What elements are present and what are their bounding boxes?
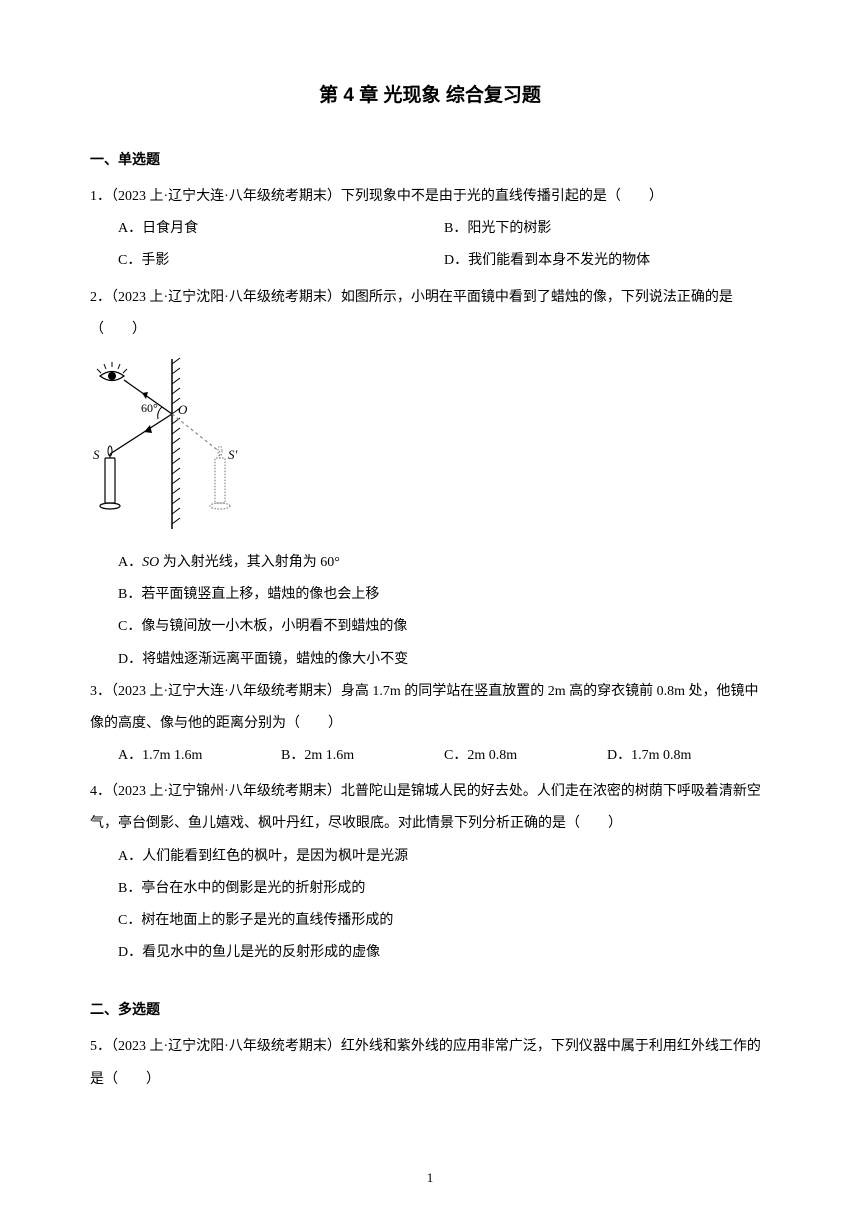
q4-opt-b: B．亭台在水中的倒影是光的折射形成的 (118, 873, 770, 905)
q2-stem: 2．（2023 上·辽宁沈阳·八年级统考期末）如图所示，小明在平面镜中看到了蜡烛… (90, 290, 733, 337)
q4-stem: 4．（2023 上·辽宁锦州·八年级统考期末）北普陀山是锦城人民的好去处。人们走… (90, 784, 761, 831)
question-3: 3．（2023 上·辽宁大连·八年级统考期末）身高 1.7m 的同学站在竖直放置… (90, 676, 770, 773)
q1-opt-c: C．手影 (118, 245, 444, 277)
q2-opt-a: A．SO 为入射光线，其入射角为 60° (118, 547, 770, 579)
q4-opt-a: A．人们能看到红色的枫叶，是因为枫叶是光源 (118, 841, 770, 873)
candle-s-prime (210, 446, 230, 509)
q1-options: A．日食月食 B．阳光下的树影 C．手影 D．我们能看到本身不发光的物体 (90, 213, 770, 277)
section2-header: 二、多选题 (90, 999, 770, 1019)
q3-options: A．1.7m 1.6m B．2m 1.6m C．2m 0.8m D．1.7m 0… (90, 740, 770, 772)
page-number: 1 (427, 1170, 434, 1186)
angle-label: 60° (141, 401, 158, 415)
question-1: 1．（2023 上·辽宁大连·八年级统考期末）下列现象中不是由于光的直线传播引起… (90, 181, 770, 278)
point-o: O (178, 402, 188, 417)
q2-options: A．SO 为入射光线，其入射角为 60° B．若平面镜竖直上移，蜡烛的像也会上移… (90, 547, 770, 676)
section1-header: 一、单选题 (90, 149, 770, 169)
q2-opt-b: B．若平面镜竖直上移，蜡烛的像也会上移 (118, 579, 770, 611)
q1-opt-d: D．我们能看到本身不发光的物体 (444, 245, 770, 277)
question-5: 5．（2023 上·辽宁沈阳·八年级统考期末）红外线和紫外线的应用非常广泛，下列… (90, 1031, 770, 1095)
candle-s (100, 446, 120, 509)
question-4: 4．（2023 上·辽宁锦州·八年级统考期末）北普陀山是锦城人民的好去处。人们走… (90, 776, 770, 969)
q3-stem: 3．（2023 上·辽宁大连·八年级统考期末）身高 1.7m 的同学站在竖直放置… (90, 684, 759, 731)
q5-stem: 5．（2023 上·辽宁沈阳·八年级统考期末）红外线和紫外线的应用非常广泛，下列… (90, 1039, 761, 1086)
question-2: 2．（2023 上·辽宁沈阳·八年级统考期末）如图所示，小明在平面镜中看到了蜡烛… (90, 282, 770, 346)
q1-opt-b: B．阳光下的树影 (444, 213, 770, 245)
eye-icon (97, 362, 127, 381)
q1-opt-a: A．日食月食 (118, 213, 444, 245)
q1-stem: 1．（2023 上·辽宁大连·八年级统考期末）下列现象中不是由于光的直线传播引起… (90, 189, 663, 204)
q3-opt-c: C．2m 0.8m (444, 740, 607, 772)
q2-diagram: 60° O S S' (90, 354, 770, 539)
q3-opt-a: A．1.7m 1.6m (118, 740, 281, 772)
page-title: 第 4 章 光现象 综合复习题 (90, 80, 770, 107)
q4-opt-c: C．树在地面上的影子是光的直线传播形成的 (118, 905, 770, 937)
q4-opt-d: D．看见水中的鱼儿是光的反射形成的虚像 (118, 937, 770, 969)
q4-options: A．人们能看到红色的枫叶，是因为枫叶是光源 B．亭台在水中的倒影是光的折射形成的… (90, 841, 770, 970)
q2-opt-c: C．像与镜间放一小木板，小明看不到蜡烛的像 (118, 611, 770, 643)
q2-opt-d: D．将蜡烛逐渐远离平面镜，蜡烛的像大小不变 (118, 644, 770, 676)
q3-opt-d: D．1.7m 0.8m (607, 740, 770, 772)
point-s: S (93, 447, 100, 462)
q3-opt-b: B．2m 1.6m (281, 740, 444, 772)
point-s-prime: S' (228, 447, 238, 462)
